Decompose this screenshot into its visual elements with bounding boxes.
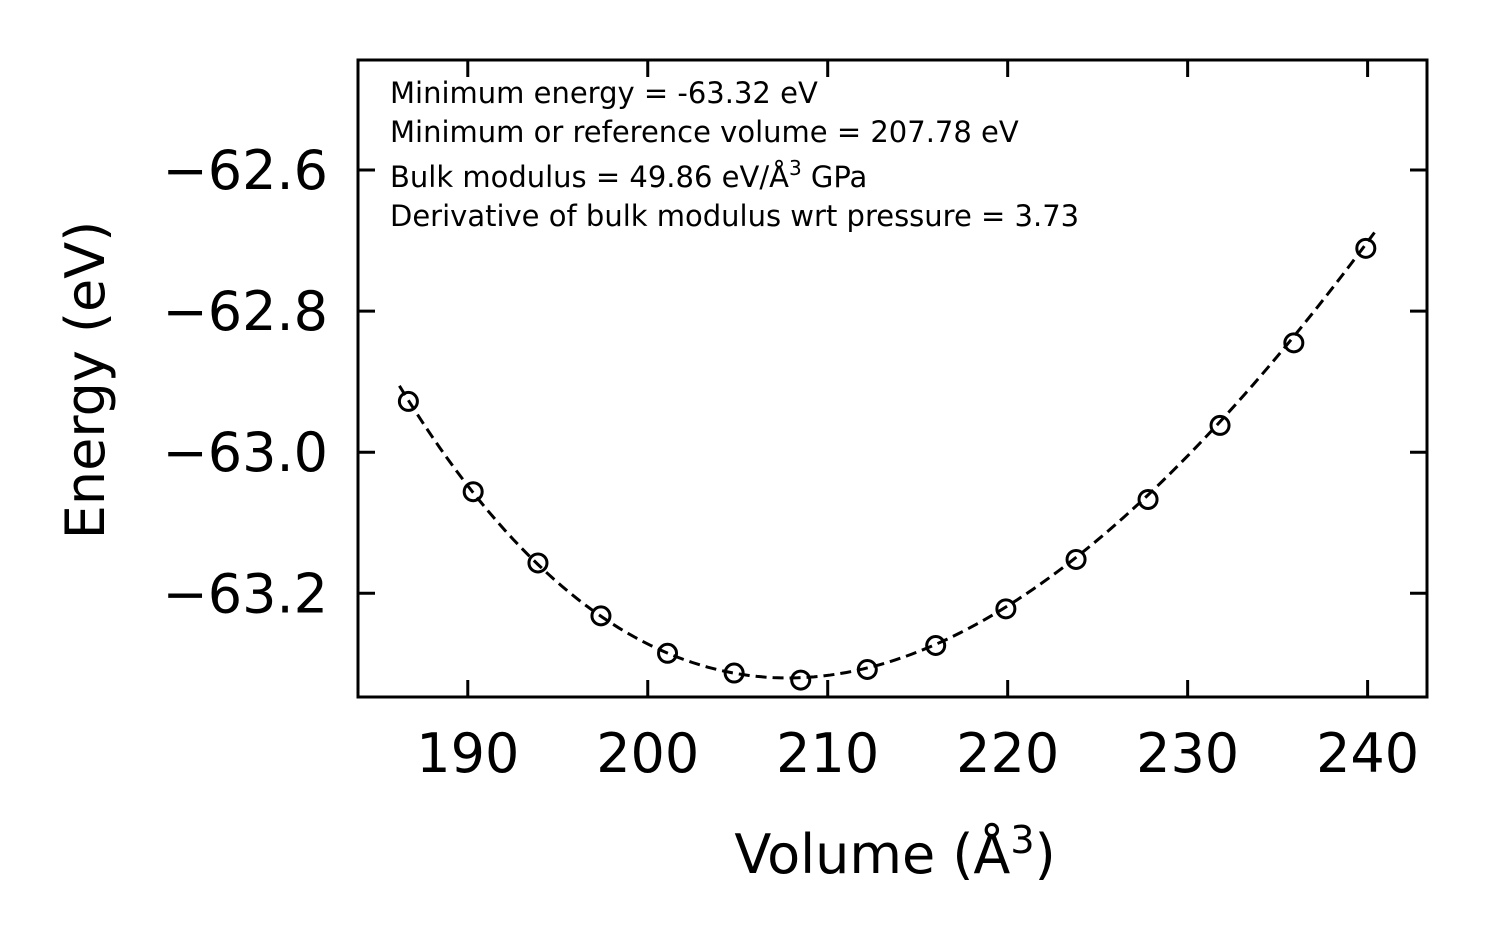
x-tick-label: 240 [1316,722,1419,785]
fit-curve-layer [398,231,1377,680]
y-tick-label: −62.8 [163,280,328,343]
x-axis-title: Volume (Å3) [734,818,1055,886]
data-point [527,552,549,574]
y-axis-title: Energy (eV) [54,221,117,540]
data-point [1209,414,1231,436]
y-tick-label: −62.6 [163,139,328,202]
x-tick-label: 210 [776,722,879,785]
x-tick-label: 230 [1136,722,1239,785]
annotation-ref-volume: Minimum or reference volume = 207.78 eV [390,115,1019,149]
data-points-layer [397,237,1377,691]
x-tick-label: 190 [416,722,519,785]
y-tick-label: −63.0 [163,421,328,484]
data-point [995,598,1017,620]
x-axis-title-close: ) [1035,823,1056,886]
annotation-bulk-modulus-suffix: GPa [802,160,868,194]
plot-frame [356,58,1429,699]
data-point [657,642,679,664]
data-point [925,635,947,657]
data-point [856,658,878,680]
data-point [590,605,612,627]
annotation-bulk-modulus-sup: 3 [789,156,802,180]
annotation-bulk-modulus-text: Bulk modulus = 49.86 eV/Å [390,160,789,194]
annotation-min-energy: Minimum energy = -63.32 eV [390,76,818,110]
data-point [1137,488,1159,510]
data-point [723,662,745,684]
x-axis-title-text: Volume (Å [734,822,1010,886]
x-axis-title-sup: 3 [1010,818,1034,862]
annotation-bulk-modulus: Bulk modulus = 49.86 eV/Å3 GPa [390,156,867,194]
fit-curve [398,231,1377,680]
ticks-layer: 190 200 210 220 230 240 −62.6 −62.8 −63.0 −63.2 [163,60,1427,785]
y-tick-label: −63.2 [163,562,328,625]
data-point [397,390,419,412]
annotation-block: Minimum energy = -63.32 eV Minimum or re… [390,76,1079,233]
data-point [462,481,484,503]
data-point [1355,237,1377,259]
data-point [790,669,812,691]
x-tick-label: 220 [956,722,1059,785]
x-tick-label: 200 [596,722,699,785]
annotation-bulk-derivative: Derivative of bulk modulus wrt pressure … [390,199,1079,233]
data-point [1065,548,1087,570]
data-point [1283,332,1305,354]
